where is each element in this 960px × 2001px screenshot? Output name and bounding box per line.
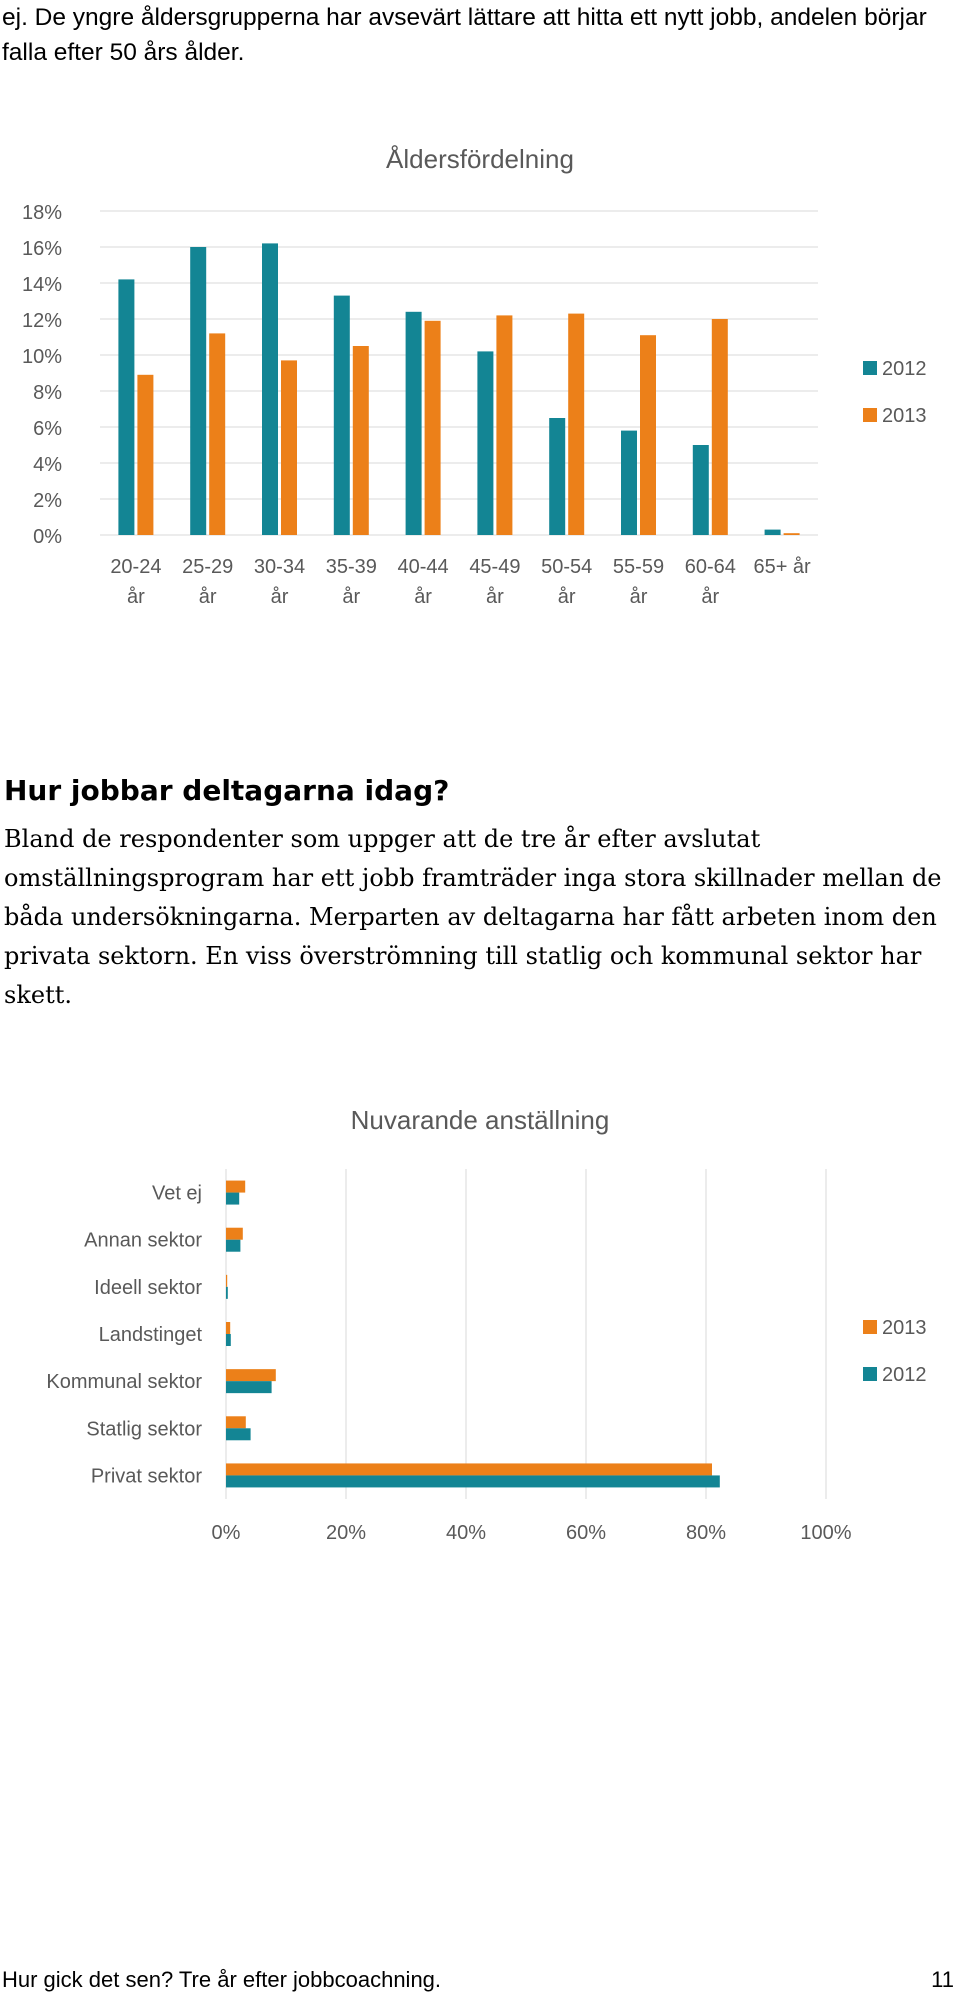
bar-2012 [226,1286,228,1299]
bar-2013 [226,1180,246,1193]
bar-2013 [352,346,369,535]
y-category-label: Kommunal sektor [46,1371,202,1393]
bar-2013 [137,374,154,535]
bar-2012 [621,430,637,535]
x-tick-label: år [414,586,432,608]
legend-swatch-2013 [863,1320,877,1334]
legend-label-2012: 2012 [882,1364,927,1386]
x-tick-label: år [486,586,504,608]
x-tick-label: 35-39 [326,556,377,578]
section-heading: Hur jobbar deltagarna idag? [4,774,450,807]
y-tick-label: 18% [22,202,62,224]
x-tick-label: år [701,586,719,608]
bar-2013 [424,320,441,535]
legend-label-2013: 2013 [882,1317,927,1339]
y-tick-label: 4% [33,454,62,476]
bar-2012 [477,351,494,535]
x-tick-label: 45-49 [469,556,520,578]
x-tick-label: år [127,586,145,608]
bar-2013 [711,319,728,535]
bar-2013 [209,333,226,535]
legend-swatch-2012 [863,361,877,375]
bar-2012 [262,243,278,535]
bar-2012 [226,1192,240,1205]
bar-2013 [783,533,800,535]
y-category-label: Vet ej [152,1183,202,1205]
x-tick-label: 25-29 [182,556,233,578]
bar-2013 [226,1274,228,1287]
x-tick-label: 50-54 [541,556,592,578]
y-category-label: Statlig sektor [86,1418,202,1440]
bar-2012 [226,1428,251,1441]
x-tick-label: 60-64 [685,556,736,578]
page-number: 11 [931,1967,954,1992]
bar-2012 [333,295,350,535]
bar-2012 [226,1381,272,1394]
x-tick-label: 100% [800,1522,851,1544]
x-tick-label: 0% [212,1522,241,1544]
y-category-label: Landstinget [99,1324,203,1346]
x-tick-label: 60% [566,1522,606,1544]
y-tick-label: 14% [22,274,62,296]
bar-2013 [226,1227,243,1240]
bar-2013 [568,313,585,535]
chart-title: Nuvarande anställning [351,1105,610,1135]
bar-2012 [226,1475,720,1488]
x-tick-label: år [271,586,289,608]
y-category-label: Ideell sektor [94,1277,202,1299]
x-tick-label: 65+ år [753,556,811,578]
chart-title: Åldersfördelning [386,144,574,174]
bar-2013 [281,360,297,535]
y-tick-label: 2% [33,490,62,512]
y-tick-label: 0% [33,526,62,548]
current-employment-chart: Nuvarande anställning 0% 20% 40% 60% 80% 100%… [0,1095,960,1570]
x-tick-label: 20% [326,1522,366,1544]
bar-2013 [496,315,513,535]
legend-swatch-2013 [863,408,877,422]
bar-2013 [640,335,656,535]
y-tick-label: 6% [33,418,62,440]
x-tick-label: 20-24 [110,556,161,578]
x-tick-label: 80% [686,1522,726,1544]
bar-2012 [405,311,422,535]
bar-2013 [226,1322,231,1334]
age-distribution-chart: Åldersfördelning 0% 2% 4% 6% 8% 10% 12% 14% 16% 1… [0,130,960,655]
bar-2012 [226,1239,241,1252]
x-tick-label: 40-44 [398,556,449,578]
y-category-label: Annan sektor [84,1230,202,1252]
bar-2012 [692,445,709,535]
intro-paragraph: ej. De yngre åldersgrupperna har avsevär… [2,4,927,66]
y-tick-label: 8% [33,382,62,404]
bar-2013 [226,1369,276,1382]
legend-swatch-2012 [863,1367,877,1381]
y-tick-label: 16% [22,238,62,260]
y-category-label: Privat sektor [91,1465,202,1487]
x-tick-label: år [342,586,360,608]
y-tick-label: 10% [22,346,62,368]
bar-2013 [226,1416,246,1429]
x-tick-label: 30-34 [254,556,305,578]
legend-label-2012: 2012 [882,358,927,380]
body-paragraph: Bland de respondenter som uppger att de … [4,825,942,1009]
bar-2012 [118,279,135,535]
legend-label-2013: 2013 [882,405,927,427]
x-tick-label: år [558,586,576,608]
x-tick-label: 55-59 [613,556,664,578]
bar-2012 [226,1334,231,1346]
age-distribution-chart-svg: Åldersfördelning 0% 2% 4% 6% 8% 10% 12% 14% 16% 1… [22,144,927,608]
bar-2013 [226,1463,712,1476]
footer-title: Hur gick det sen? Tre år efter jobbcoach… [2,1967,442,1992]
bar-2012 [190,247,207,535]
bar-2012 [549,418,566,535]
y-tick-label: 12% [22,310,62,332]
x-tick-label: 40% [446,1522,486,1544]
current-employment-chart-svg: Nuvarande anställning 0% 20% 40% 60% 80% 100%… [46,1105,927,1544]
x-tick-label: år [199,586,217,608]
page-footer: Hur gick det sen? Tre år efter jobbcoach… [0,1965,960,2001]
x-tick-label: år [630,586,648,608]
bar-2012 [764,529,781,535]
